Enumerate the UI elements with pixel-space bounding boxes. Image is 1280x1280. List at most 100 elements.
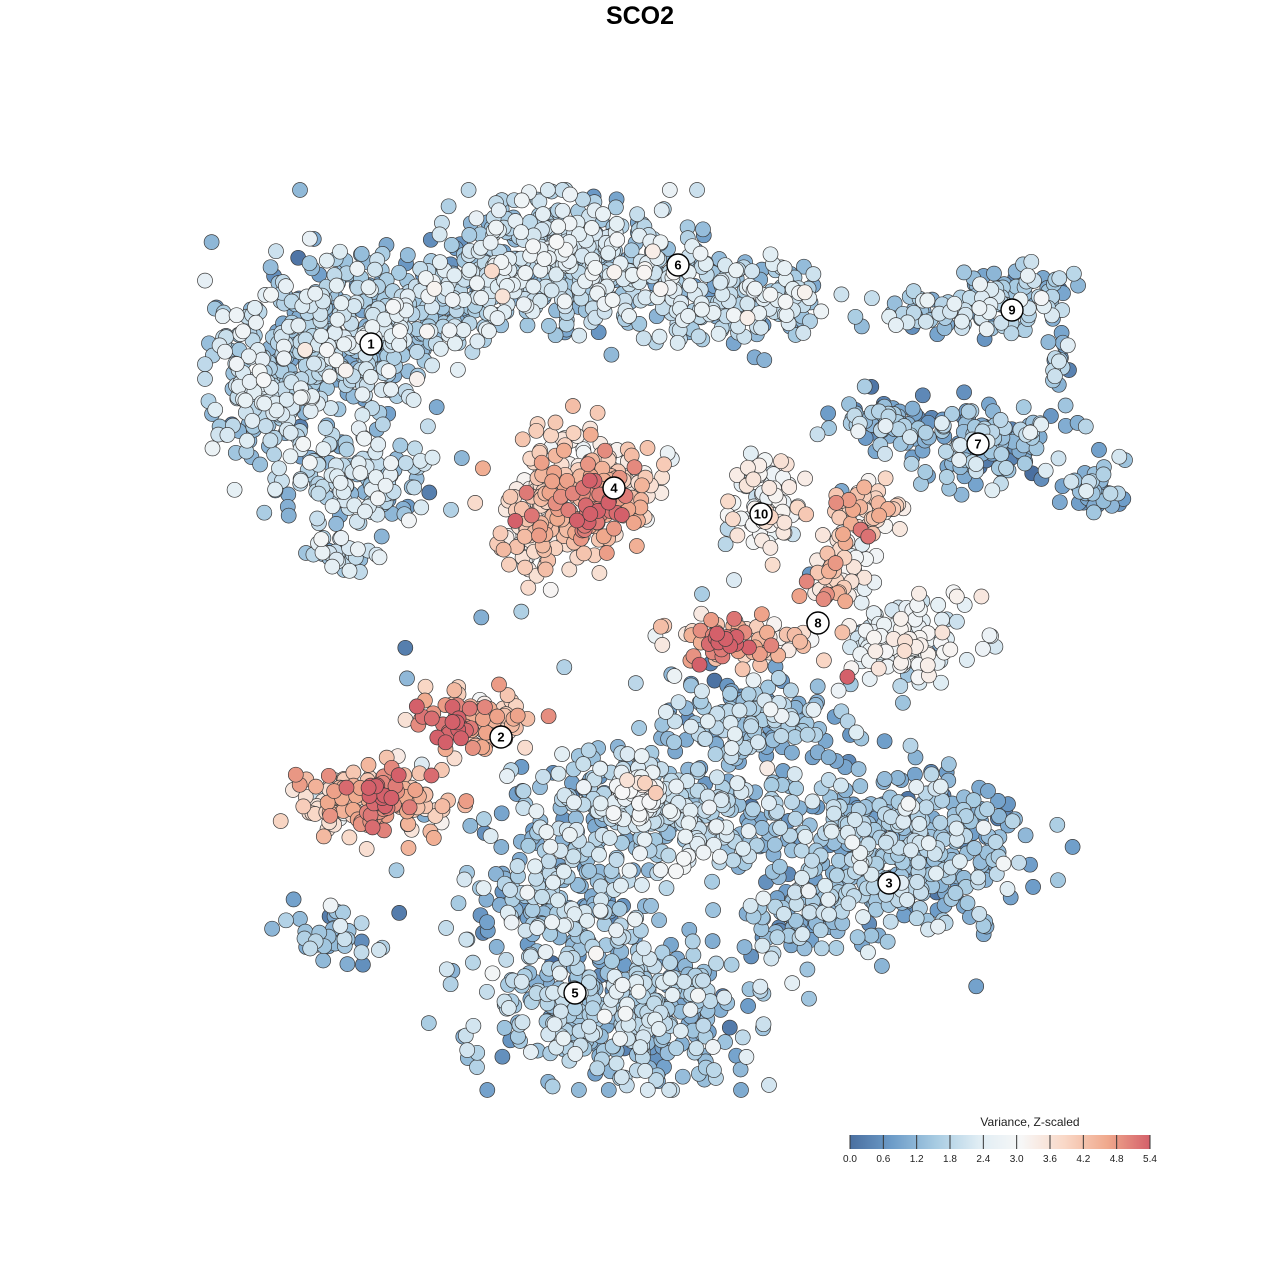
data-point: [833, 286, 850, 303]
data-point: [482, 828, 499, 844]
data-point: [1011, 854, 1027, 871]
data-point: [332, 918, 349, 934]
data-point: [1040, 334, 1057, 350]
data-point: [669, 334, 686, 351]
data-point: [716, 989, 733, 1006]
data-point: [608, 1055, 625, 1072]
data-point: [388, 862, 405, 879]
data-point: [256, 504, 273, 521]
data-point: [971, 300, 988, 316]
data-point: [442, 976, 459, 993]
data-point: [453, 450, 470, 466]
data-point: [493, 805, 510, 822]
data-point: [424, 357, 440, 374]
data-point: [477, 699, 493, 715]
data-point: [473, 609, 490, 626]
data-point: [707, 746, 724, 763]
data-point: [668, 1040, 685, 1057]
data-point: [450, 895, 467, 912]
data-point: [517, 559, 533, 576]
cluster-label-text: 10: [754, 507, 768, 522]
colorbar-tick-label: 1.8: [943, 1154, 957, 1165]
data-point: [424, 449, 441, 466]
data-point: [551, 965, 568, 982]
data-point: [252, 456, 268, 473]
data-point: [621, 862, 638, 879]
data-point: [262, 259, 279, 276]
data-point: [763, 950, 780, 967]
data-point: [784, 744, 800, 761]
data-point: [399, 670, 415, 687]
data-point: [360, 279, 377, 296]
data-point: [555, 1030, 572, 1047]
data-point: [795, 325, 812, 341]
data-point: [364, 819, 381, 836]
data-point: [401, 799, 418, 816]
data-point: [970, 869, 987, 886]
data-point: [301, 230, 318, 247]
data-point: [405, 392, 422, 408]
data-point: [949, 613, 965, 630]
data-point: [290, 317, 307, 334]
data-point: [697, 731, 714, 747]
data-point: [783, 682, 799, 699]
data-point: [608, 216, 625, 232]
colorbar-tick-label: 0.0: [843, 1154, 857, 1165]
data-point: [733, 1082, 749, 1098]
data-point: [197, 356, 213, 373]
data-point: [725, 852, 742, 869]
data-point: [930, 918, 946, 935]
data-point: [917, 424, 934, 441]
data-point: [561, 827, 578, 843]
data-point: [1017, 827, 1034, 844]
data-point: [734, 661, 751, 678]
cluster-label-text: 7: [974, 437, 981, 452]
data-point: [744, 263, 760, 280]
data-point: [455, 322, 472, 338]
data-point: [815, 591, 832, 608]
data-point: [390, 767, 407, 783]
data-point: [353, 915, 370, 932]
data-point: [544, 473, 561, 490]
data-point: [770, 670, 787, 686]
data-point: [676, 973, 693, 990]
data-point: [517, 265, 534, 281]
data-point: [219, 427, 236, 443]
data-point: [860, 944, 876, 961]
data-point: [634, 477, 650, 494]
data-point: [798, 573, 815, 590]
data-point: [968, 456, 984, 472]
data-point: [580, 742, 597, 759]
data-point: [419, 323, 435, 340]
data-point: [214, 308, 231, 325]
data-point: [876, 733, 893, 750]
data-point: [634, 877, 650, 893]
data-point: [444, 292, 461, 308]
data-point: [543, 282, 560, 299]
data-point: [725, 511, 741, 528]
data-point: [690, 761, 706, 778]
data-point: [712, 274, 729, 291]
data-point: [677, 828, 694, 845]
data-point: [777, 293, 794, 310]
data-point: [391, 336, 407, 353]
data-point: [980, 783, 996, 799]
data-point: [801, 904, 818, 921]
data-point: [863, 927, 880, 944]
data-point: [476, 811, 492, 827]
data-point: [244, 412, 261, 429]
data-point: [695, 221, 711, 238]
data-point: [968, 978, 985, 995]
data-point: [773, 453, 789, 470]
data-point: [827, 555, 844, 571]
data-point: [914, 387, 931, 404]
data-point: [592, 795, 609, 812]
cluster-label-9: 9: [1000, 298, 1024, 322]
data-point: [522, 948, 539, 965]
data-point: [425, 830, 442, 846]
data-point: [292, 389, 309, 406]
data-point: [844, 834, 861, 851]
data-point: [606, 264, 623, 281]
data-point: [581, 862, 597, 879]
